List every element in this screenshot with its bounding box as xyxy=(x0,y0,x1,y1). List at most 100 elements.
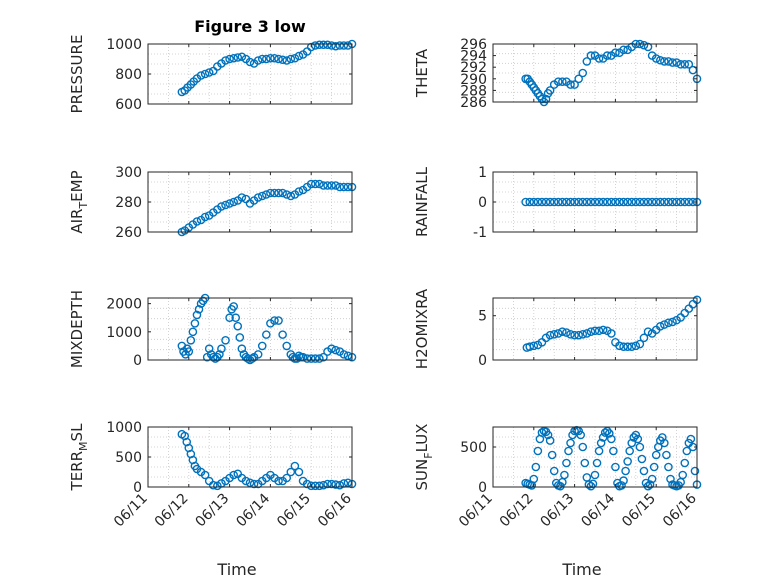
theta-point xyxy=(651,54,661,63)
h2omixra-point xyxy=(655,322,665,331)
air-temp-point xyxy=(286,191,296,201)
mixdepth-point xyxy=(186,335,196,345)
sun-flux-point xyxy=(678,470,688,480)
terr-msl-point xyxy=(241,476,251,486)
terr-msl-ylabel: TERRMSL xyxy=(68,423,90,492)
sun-flux-point xyxy=(660,438,669,448)
pressure-point xyxy=(245,57,255,67)
sun-flux-xtick-label: 06/11 xyxy=(456,491,496,531)
rainfall-point xyxy=(635,197,645,207)
pressure-point xyxy=(294,51,304,61)
mixdepth-point xyxy=(331,345,340,355)
sun-flux-point xyxy=(637,454,647,464)
sun-flux-ylabel: SUNFLUX xyxy=(413,424,435,491)
rainfall-point xyxy=(570,197,579,207)
rainfall-point xyxy=(639,197,649,207)
mixdepth-point xyxy=(274,316,283,325)
rainfall-point xyxy=(558,197,567,207)
pressure-point xyxy=(339,41,349,50)
rainfall-point xyxy=(582,197,592,207)
sun-flux-point xyxy=(578,442,588,452)
rainfall-point xyxy=(537,197,547,207)
rainfall-point xyxy=(651,197,661,207)
air-temp-point xyxy=(335,182,345,192)
air-temp-point xyxy=(310,179,320,189)
subplot-air-temp: 260 280 300 AIRTEMP xyxy=(68,165,357,241)
rainfall-point xyxy=(602,197,612,207)
theta-ytick-label: 286 xyxy=(460,95,487,111)
rainfall-point xyxy=(529,197,539,207)
terr-msl-xtick-label: 06/13 xyxy=(193,491,233,531)
rainfall-point xyxy=(615,197,624,207)
rainfall-point xyxy=(521,197,530,207)
sun-flux-point xyxy=(680,458,690,468)
air-temp-point xyxy=(315,179,324,189)
theta-point xyxy=(660,57,669,66)
h2omixra-ytick-label: 0 xyxy=(478,353,487,369)
sun-flux-point xyxy=(621,466,630,476)
air-temp-points xyxy=(177,179,357,237)
mixdepth-point xyxy=(235,333,245,342)
rainfall-point xyxy=(647,197,657,207)
sun-flux-point xyxy=(623,457,632,466)
pressure-ylabel: PRESSURE xyxy=(68,35,86,114)
sun-flux-point xyxy=(609,446,618,456)
sun-flux-xtick-label: 06/15 xyxy=(619,491,659,531)
sun-flux-ytick-label: 0 xyxy=(478,480,487,496)
rainfall-ylabel: RAINFALL xyxy=(413,166,431,237)
theta-point xyxy=(664,57,673,66)
sun-flux-xtick-label: 06/14 xyxy=(578,490,618,530)
subplot-mixdepth: 0 1000 2000 MIXDEPTH xyxy=(68,290,357,369)
air-temp-point xyxy=(323,181,332,190)
terr-msl-points xyxy=(177,429,357,491)
theta-point xyxy=(558,77,567,86)
sun-flux-point xyxy=(617,481,626,490)
mixdepth-point xyxy=(192,310,202,320)
theta-ylabel: THETA xyxy=(413,48,431,98)
h2omixra-point xyxy=(639,333,649,343)
rainfall-point xyxy=(680,197,690,207)
h2omixra-point xyxy=(574,330,583,340)
h2omixra-point xyxy=(525,342,535,352)
rainfall-point xyxy=(611,197,620,207)
terr-msl-point xyxy=(294,467,304,477)
pressure-ytick-label: 1000 xyxy=(106,37,142,53)
rainfall-point xyxy=(590,197,600,207)
sun-flux-point xyxy=(586,481,596,491)
sun-flux-point xyxy=(549,466,559,476)
sun-flux-point xyxy=(651,450,661,460)
h2omixra-point xyxy=(553,329,563,338)
sun-flux-point xyxy=(633,434,643,444)
air-temp-point xyxy=(294,187,304,196)
rainfall-point xyxy=(623,197,632,207)
sun-flux-point xyxy=(649,462,659,472)
mixdepth-ytick-label: 1000 xyxy=(106,325,142,341)
pressure-points xyxy=(177,39,357,97)
air-temp-ytick-label: 280 xyxy=(115,195,142,211)
pressure-ytick-label: 600 xyxy=(115,97,142,113)
rainfall-point xyxy=(660,197,669,207)
sun-flux-xtick-label: 06/12 xyxy=(497,491,537,531)
mixdepth-axes-box xyxy=(147,297,353,361)
sun-flux-point xyxy=(592,458,602,468)
sun-flux-point xyxy=(639,466,649,476)
sun-flux-point xyxy=(664,462,673,472)
h2omixra-point xyxy=(590,326,600,336)
mixdepth-point xyxy=(278,330,287,339)
rainfall-point xyxy=(668,197,677,207)
air-temp-point xyxy=(327,181,336,190)
h2omixra-ylabel: H2OMIXRA xyxy=(413,288,431,369)
sun-flux-points xyxy=(521,425,702,491)
h2omixra-point xyxy=(566,330,575,339)
mixdepth-point xyxy=(217,344,226,354)
air-temp-point xyxy=(319,181,328,190)
rainfall-point xyxy=(643,197,653,207)
mixdepth-point xyxy=(229,302,238,311)
theta-ytick-label: 294 xyxy=(460,49,487,65)
terr-msl-point xyxy=(319,480,328,490)
pressure-point xyxy=(262,54,271,64)
theta-point xyxy=(570,80,579,89)
mixdepth-point xyxy=(188,327,198,337)
theta-point xyxy=(578,68,588,78)
air-temp-point xyxy=(200,212,210,222)
